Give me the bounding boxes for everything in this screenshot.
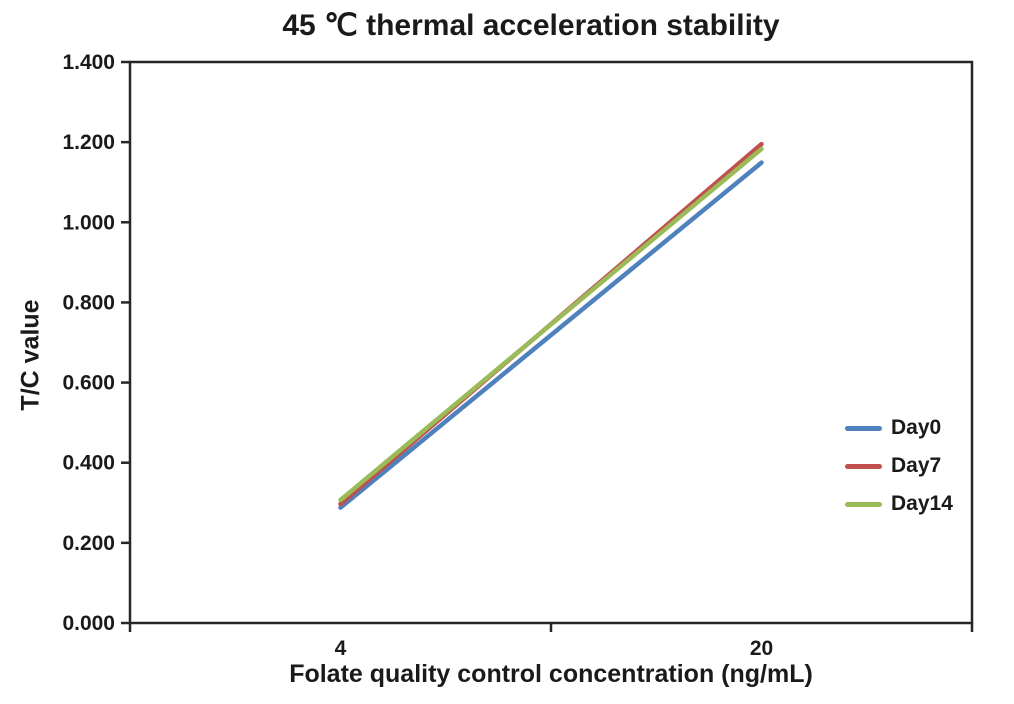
chart-title: 45 ℃ thermal acceleration stability: [282, 9, 780, 42]
y-tick-label: 0.600: [62, 372, 115, 395]
y-tick-label: 0.200: [62, 532, 115, 555]
series-line-day14: [338, 146, 764, 503]
legend-swatch-day7-icon: [845, 463, 882, 469]
legend-swatch-day14-icon: [845, 501, 882, 507]
y-tick-label: 1.200: [62, 131, 115, 154]
legend-item-day7: Day7: [845, 447, 953, 485]
legend-label-day0: Day0: [891, 416, 942, 439]
plot-border: [128, 60, 974, 625]
y-tick-label: 0.400: [62, 452, 115, 475]
legend-label-day14: Day14: [891, 492, 953, 515]
series-line-day0: [338, 160, 764, 510]
legend-item-day0: Day0: [845, 409, 953, 447]
legend-swatch-day0-icon: [845, 425, 882, 431]
legend-item-day14: Day14: [845, 485, 953, 523]
y-tick-label: 1.400: [62, 51, 115, 74]
y-tick-label: 0.000: [62, 612, 115, 635]
legend: Day0 Day7 Day14: [845, 409, 953, 523]
y-tick-label: 1.000: [62, 211, 115, 234]
x-category-label: 4: [335, 637, 347, 660]
legend-label-day7: Day7: [891, 454, 942, 477]
x-category-label: 20: [750, 637, 773, 660]
x-axis-title: Folate quality control concentration (ng…: [289, 660, 813, 688]
y-tick-label: 0.800: [62, 291, 115, 314]
